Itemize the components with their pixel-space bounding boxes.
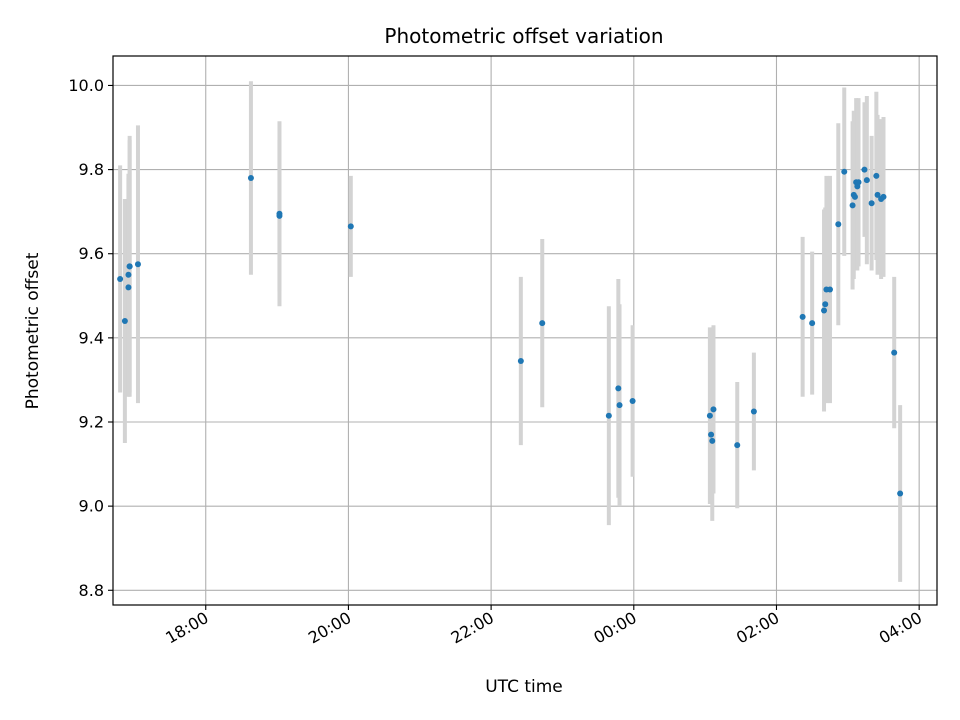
- data-point: [709, 437, 716, 444]
- data-point: [706, 412, 713, 419]
- data-point: [855, 179, 862, 186]
- y-tick-label: 10.0: [68, 76, 104, 95]
- data-point: [126, 263, 133, 270]
- data-point: [897, 490, 904, 497]
- data-point: [517, 358, 524, 364]
- y-tick-label: 9.6: [79, 244, 104, 263]
- y-tick-label: 9.4: [79, 328, 104, 347]
- data-point: [276, 210, 283, 217]
- data-point: [708, 431, 715, 438]
- plot-frame: [112, 55, 938, 606]
- data-point: [125, 284, 132, 291]
- data-point: [616, 402, 623, 409]
- data-point: [605, 412, 612, 419]
- data-point: [868, 200, 875, 207]
- data-point: [125, 271, 132, 278]
- data-point: [841, 168, 848, 175]
- data-point: [134, 261, 141, 268]
- x-axis-title: UTC time: [485, 677, 563, 697]
- data-point: [849, 202, 856, 209]
- data-point: [799, 313, 806, 320]
- y-tick-label: 9.0: [79, 497, 104, 516]
- data-point: [121, 318, 128, 325]
- data-point: [880, 193, 887, 200]
- data-point: [874, 191, 881, 198]
- y-tick-label: 9.2: [79, 413, 104, 432]
- data-point: [863, 177, 870, 184]
- data-point: [861, 166, 868, 173]
- y-axis-title: Photometric offset: [23, 252, 43, 409]
- y-tick-label: 8.8: [79, 581, 104, 600]
- data-point: [629, 397, 636, 404]
- data-point: [835, 221, 842, 228]
- data-point: [809, 320, 816, 327]
- data-point: [734, 442, 741, 449]
- y-tick-label: 9.8: [79, 160, 104, 179]
- data-point: [822, 301, 829, 308]
- data-point: [710, 406, 717, 413]
- data-point: [826, 286, 833, 293]
- data-point: [615, 385, 622, 392]
- data-point: [347, 223, 354, 230]
- data-point: [873, 172, 880, 179]
- chart-title: Photometric offset variation: [384, 24, 663, 48]
- data-point: [851, 193, 858, 200]
- data-point: [891, 349, 898, 356]
- data-points: [117, 166, 904, 497]
- data-point: [539, 320, 546, 327]
- data-point: [117, 275, 124, 282]
- data-point: [750, 408, 757, 415]
- data-point: [821, 307, 828, 314]
- data-point: [247, 175, 254, 181]
- grid-lines: [113, 56, 937, 605]
